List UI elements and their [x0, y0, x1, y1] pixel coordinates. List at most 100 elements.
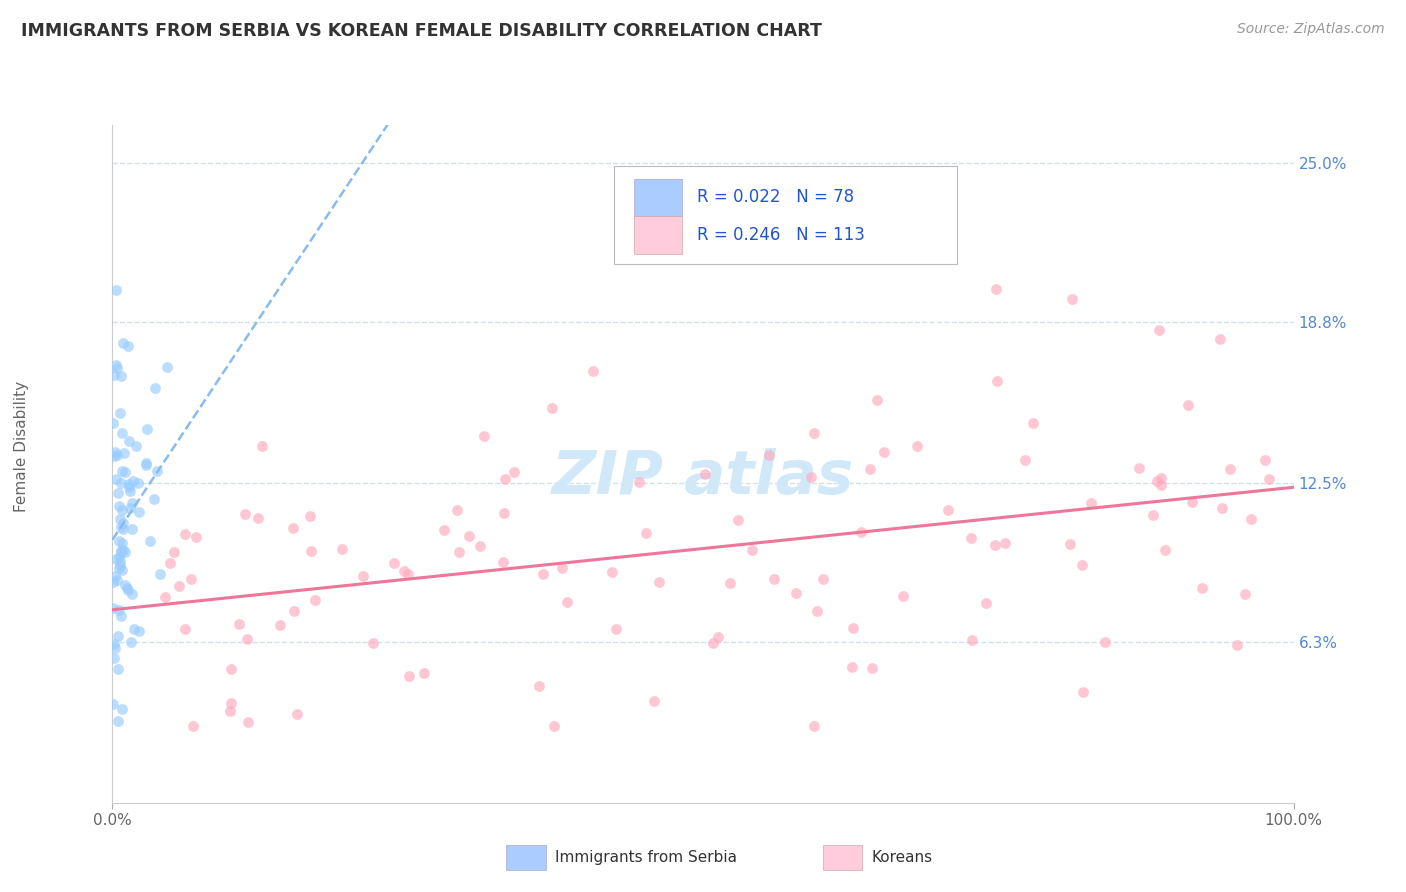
Point [117, 480, 139, 494]
Point [860, 661, 883, 675]
Point [396, 567, 419, 582]
Point [741, 542, 763, 557]
Point [541, 401, 564, 415]
Point [110, 520, 132, 534]
Point [470, 540, 492, 554]
Point [107, 662, 129, 676]
Point [111, 425, 134, 440]
Point [163, 545, 186, 559]
Point [110, 609, 132, 624]
Point [983, 537, 1005, 551]
Point [1181, 495, 1204, 509]
Point [503, 465, 526, 479]
Point [492, 507, 515, 521]
Point [101, 575, 124, 590]
Point [159, 556, 181, 570]
Point [382, 556, 405, 570]
Point [128, 505, 150, 519]
Point [228, 617, 250, 632]
Point [128, 624, 150, 639]
Point [117, 338, 139, 352]
FancyBboxPatch shape [634, 217, 682, 253]
Point [841, 659, 863, 673]
Point [1226, 638, 1249, 652]
Point [181, 719, 204, 733]
Point [433, 523, 456, 537]
Point [118, 500, 141, 515]
Point [103, 450, 125, 464]
Point [720, 576, 742, 591]
Point [121, 495, 143, 509]
Point [1253, 453, 1275, 467]
Point [1177, 398, 1199, 412]
Point [107, 499, 129, 513]
Point [236, 632, 259, 647]
Point [1150, 471, 1173, 485]
Point [110, 368, 132, 383]
Point [105, 551, 128, 566]
Point [693, 467, 716, 482]
Point [1059, 537, 1081, 551]
Point [135, 458, 157, 472]
Point [250, 439, 273, 453]
Point [174, 623, 197, 637]
Point [1080, 496, 1102, 510]
Point [1219, 461, 1241, 475]
Point [394, 564, 416, 578]
Point [153, 590, 176, 604]
Point [115, 581, 138, 595]
Point [103, 368, 125, 382]
Point [118, 477, 141, 491]
Point [1154, 542, 1177, 557]
FancyBboxPatch shape [634, 179, 682, 217]
Point [905, 439, 928, 453]
Point [236, 715, 259, 730]
Point [986, 282, 1008, 296]
Point [1234, 587, 1257, 601]
Point [103, 569, 125, 583]
Point [628, 475, 651, 489]
Point [582, 364, 605, 378]
Point [1147, 323, 1170, 337]
Point [803, 426, 825, 441]
Point [110, 512, 132, 526]
Point [110, 545, 132, 559]
Point [135, 456, 157, 470]
Point [842, 621, 865, 635]
Point [108, 549, 131, 564]
Point [142, 492, 165, 507]
FancyBboxPatch shape [614, 166, 957, 264]
Point [304, 593, 326, 607]
Point [727, 512, 749, 526]
Point [352, 568, 374, 582]
Point [283, 604, 305, 618]
Point [174, 527, 197, 541]
Point [1211, 501, 1233, 516]
Point [849, 525, 872, 540]
Point [1022, 416, 1045, 430]
Point [235, 507, 257, 521]
Point [135, 422, 157, 436]
Point [149, 566, 172, 581]
Point [527, 679, 550, 693]
Point [938, 503, 960, 517]
Point [785, 586, 807, 600]
Point [104, 284, 127, 298]
Point [114, 545, 136, 559]
Point [112, 543, 135, 558]
Point [555, 595, 578, 609]
Point [494, 472, 516, 486]
Point [110, 476, 132, 491]
Point [1060, 292, 1083, 306]
Point [117, 583, 139, 598]
Point [103, 697, 125, 711]
Point [103, 651, 125, 665]
Point [104, 472, 127, 486]
Point [1191, 581, 1213, 595]
Point [636, 526, 658, 541]
Point [111, 536, 134, 550]
Point [763, 572, 786, 586]
Point [1128, 461, 1150, 475]
Point [105, 448, 128, 462]
Text: R = 0.246   N = 113: R = 0.246 N = 113 [697, 227, 865, 244]
